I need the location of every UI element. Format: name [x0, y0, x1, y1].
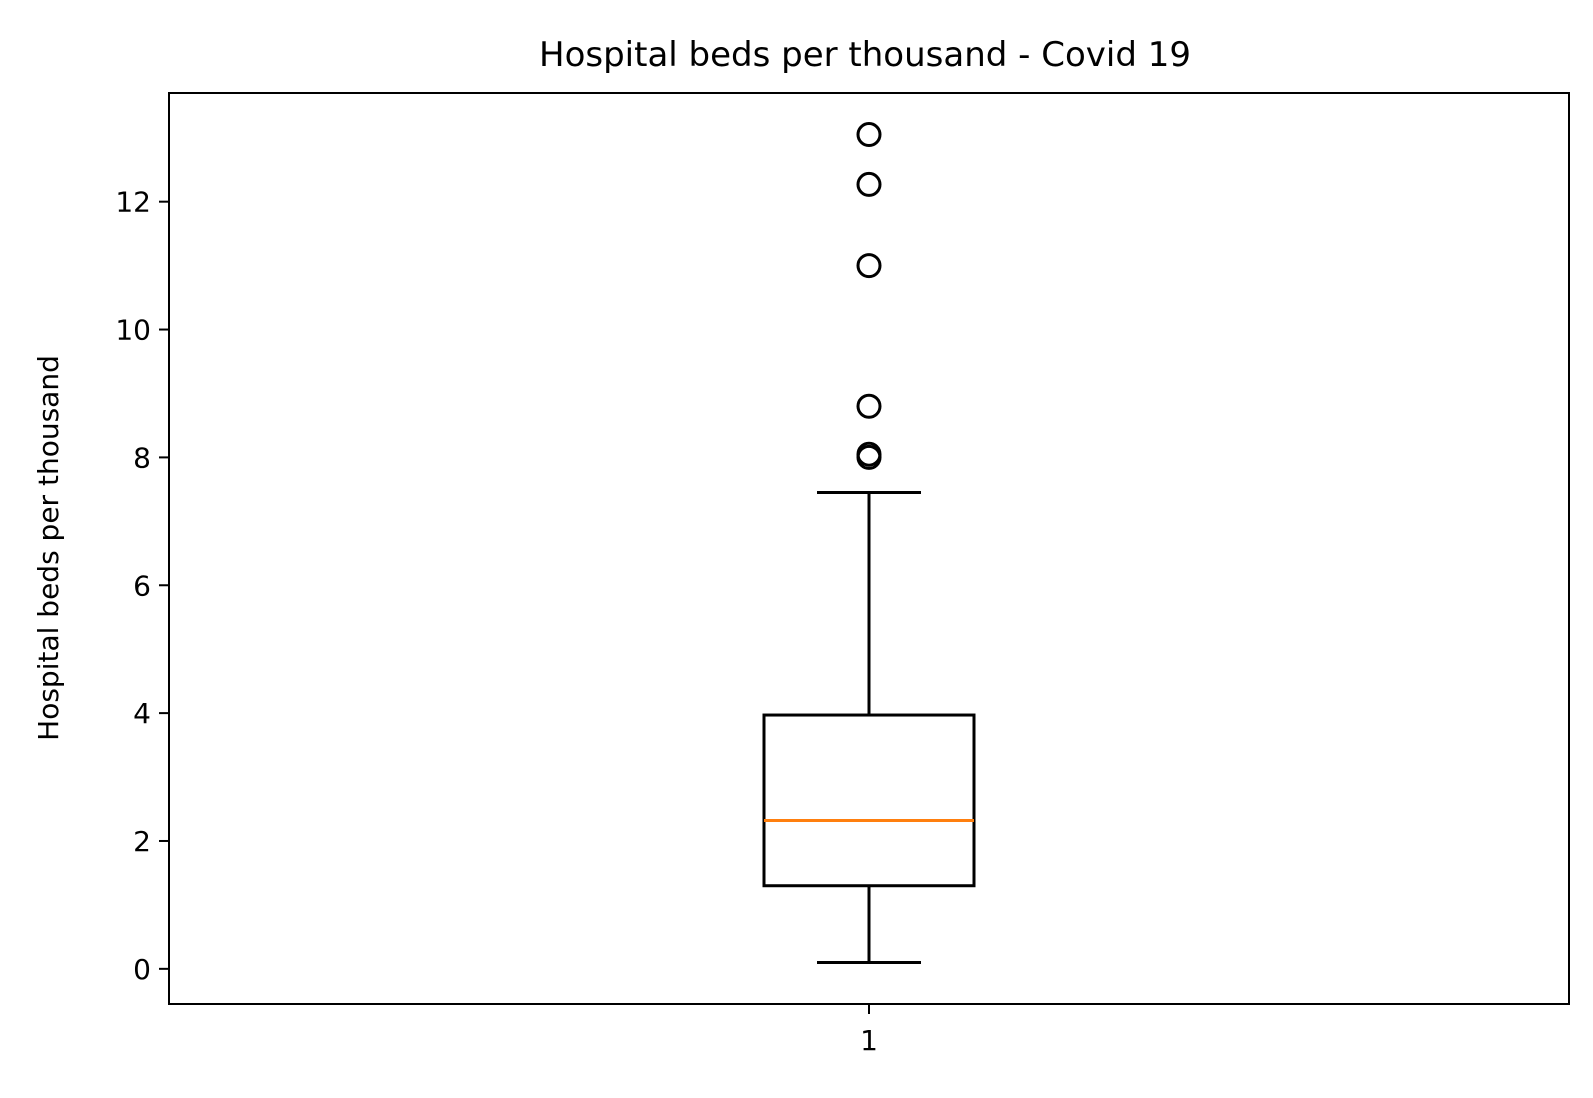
outlier-point-3 [856, 253, 882, 279]
interquartile-box [762, 713, 976, 888]
y-tick-label-6: 12 [115, 186, 151, 219]
y-tick-label-5: 10 [115, 314, 151, 347]
y-axis-label: Hospital beds per thousand [32, 355, 65, 741]
outlier-point-2 [856, 393, 882, 419]
y-tick-label-0: 0 [133, 953, 151, 986]
x-axis: 1 [860, 1004, 878, 1057]
y-tick-label-1: 2 [133, 825, 151, 858]
axes-frame [168, 92, 1570, 1005]
y-tick-label-2: 4 [133, 697, 151, 730]
plot-area [762, 122, 976, 964]
y-tick-label-3: 6 [133, 569, 151, 602]
y-tick-label-4: 8 [133, 441, 151, 474]
outlier-point-5 [856, 122, 882, 148]
outlier-point-1 [856, 441, 882, 467]
x-tick-label-0: 1 [860, 1024, 878, 1057]
y-axis: 0 2 4 6 8 10 12 [115, 186, 169, 986]
outlier-point-4 [856, 171, 882, 197]
chart-title: Hospital beds per thousand - Covid 19 [539, 35, 1191, 75]
